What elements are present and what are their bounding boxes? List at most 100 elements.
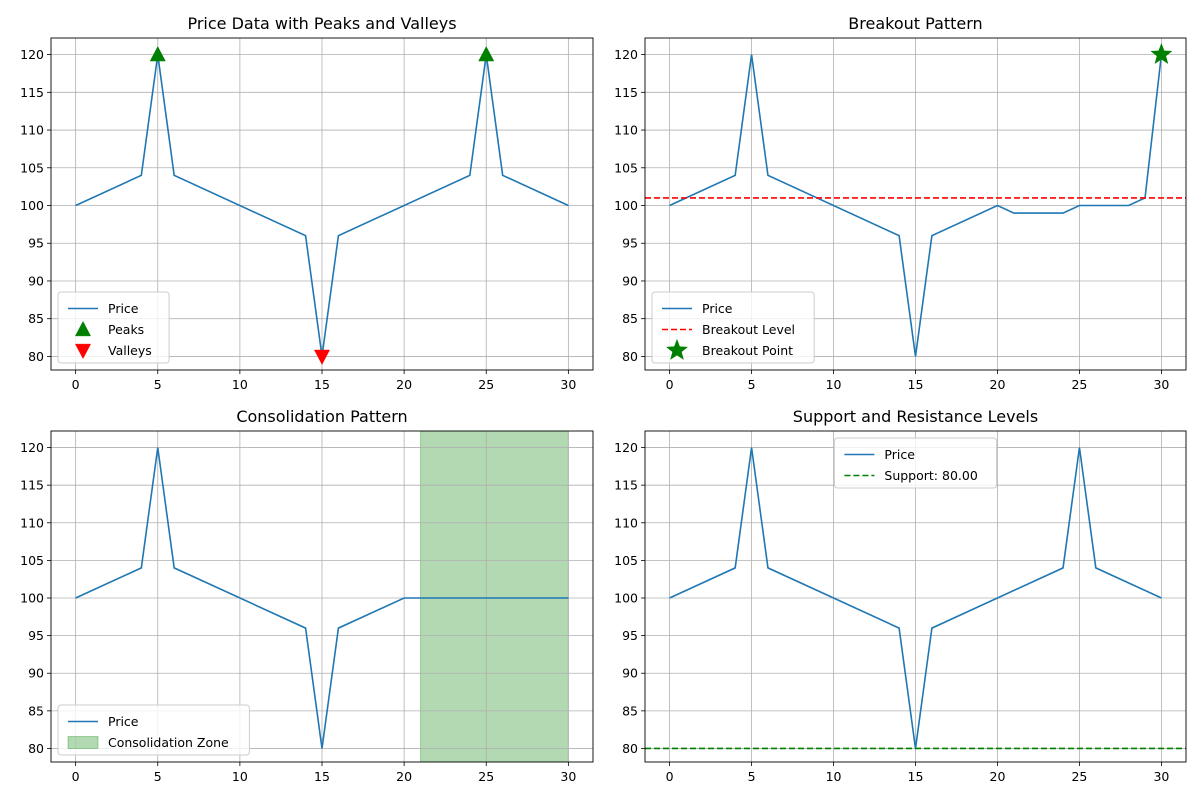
x-tick-label: 5	[154, 769, 162, 784]
y-tick-label: 115	[20, 478, 44, 493]
x-tick-label: 10	[826, 769, 842, 784]
x-tick-label: 30	[1153, 377, 1169, 392]
y-tick-label: 120	[20, 440, 44, 455]
x-tick-label: 20	[990, 769, 1006, 784]
y-tick-label: 90	[622, 273, 638, 288]
legend: Price Support: 80.00	[833, 437, 998, 489]
x-tick-label: 20	[990, 377, 1006, 392]
legend-label: Support: 80.00	[884, 468, 977, 483]
x-tick-label: 5	[748, 769, 756, 784]
x-tick-label: 10	[232, 769, 248, 784]
y-tick-label: 105	[614, 553, 638, 568]
y-tick-label: 100	[614, 198, 638, 213]
x-tick-label: 0	[72, 769, 80, 784]
consolidation-zone-span	[420, 430, 569, 763]
legend: Price Breakout Level Breakout Point	[651, 291, 815, 364]
x-tick-label: 25	[478, 769, 494, 784]
y-tick-label: 95	[28, 628, 44, 643]
legend-marker-handle	[74, 320, 92, 337]
y-tick-label: 105	[20, 160, 44, 175]
legend-label: Consolidation Zone	[108, 735, 229, 750]
x-tick-label: 25	[478, 377, 494, 392]
x-tick-label: 15	[908, 769, 924, 784]
legend-label: Valleys	[108, 343, 152, 358]
y-tick-label: 90	[28, 666, 44, 681]
legend-box	[833, 437, 998, 489]
legend-marker-handle	[665, 338, 689, 360]
legend-label: Price	[884, 447, 915, 462]
x-tick-label: 20	[396, 769, 412, 784]
y-tick-label: 95	[28, 236, 44, 251]
legend-label: Price	[108, 301, 139, 316]
y-tick-label: 100	[20, 591, 44, 606]
y-tick-label: 95	[622, 236, 638, 251]
triangle-up-marker	[478, 46, 495, 62]
chart-title: Price Data with Peaks and Valleys	[187, 14, 456, 33]
y-tick-label: 85	[622, 703, 638, 718]
x-tick-label: 5	[748, 377, 756, 392]
x-tick-label: 0	[666, 769, 674, 784]
y-tick-label: 80	[622, 741, 638, 756]
y-tick-label: 100	[614, 591, 638, 606]
x-tick-label: 0	[666, 377, 674, 392]
y-tick-label: 115	[20, 85, 44, 100]
x-tick-label: 20	[396, 377, 412, 392]
y-tick-label: 105	[20, 553, 44, 568]
y-tick-label: 110	[20, 515, 44, 530]
star-marker	[1150, 42, 1173, 65]
subplot-4: 0 5 10 15 20 25 30 80 85 90 95 100 105 110 115 120 Suppo…	[614, 407, 1187, 784]
x-tick-label: 0	[72, 377, 80, 392]
y-tick-label: 115	[614, 478, 638, 493]
y-tick-label: 100	[20, 198, 44, 213]
y-tick-label: 80	[622, 349, 638, 364]
chart-title: Consolidation Pattern	[236, 407, 407, 426]
x-tick-label: 15	[314, 769, 330, 784]
y-tick-label: 120	[614, 47, 638, 62]
chart-title: Breakout Pattern	[848, 14, 982, 33]
y-tick-label: 110	[20, 123, 44, 138]
x-tick-label: 25	[1071, 377, 1087, 392]
legend-label: Peaks	[108, 322, 144, 337]
price-line	[669, 54, 1163, 357]
legend-marker-handle	[74, 343, 92, 360]
y-tick-label: 80	[28, 741, 44, 756]
y-tick-label: 90	[622, 666, 638, 681]
x-tick-label: 15	[314, 377, 330, 392]
chart-title: Support and Resistance Levels	[793, 407, 1038, 426]
x-tick-label: 25	[1071, 769, 1087, 784]
price-line	[75, 447, 569, 749]
y-tick-label: 110	[614, 515, 638, 530]
y-tick-label: 85	[622, 311, 638, 326]
x-tick-label: 30	[560, 769, 576, 784]
y-tick-label: 80	[28, 349, 44, 364]
x-tick-label: 10	[826, 377, 842, 392]
y-tick-label: 105	[614, 160, 638, 175]
subplot-3: 0 5 10 15 20 25 30 80 85 90 95 100 105 110 115 120 Conso…	[20, 407, 594, 784]
legend: Price Peaks Valleys	[57, 291, 170, 364]
x-tick-label: 15	[908, 377, 924, 392]
y-tick-label: 90	[28, 273, 44, 288]
y-tick-label: 85	[28, 703, 44, 718]
legend-label: Breakout Level	[702, 322, 795, 337]
legend-label: Price	[108, 714, 139, 729]
legend-box	[651, 291, 815, 364]
y-tick-label: 120	[614, 440, 638, 455]
triangle-down-marker	[313, 349, 331, 365]
subplot-2: 0 5 10 15 20 25 30 80 85 90 95 100 105 110 115 120 Break…	[614, 14, 1187, 392]
triangle-up-marker	[149, 46, 166, 62]
legend-box	[57, 704, 250, 756]
legend-patch-handle	[67, 736, 99, 749]
y-tick-label: 115	[614, 85, 638, 100]
x-tick-label: 30	[1153, 769, 1169, 784]
x-tick-label: 10	[232, 377, 248, 392]
y-tick-label: 110	[614, 123, 638, 138]
y-tick-label: 120	[20, 47, 44, 62]
x-tick-label: 5	[154, 377, 162, 392]
legend-label: Price	[702, 301, 733, 316]
legend-label: Breakout Point	[702, 343, 793, 358]
y-tick-label: 85	[28, 311, 44, 326]
y-tick-label: 95	[622, 628, 638, 643]
subplot-1: 0 5 10 15 20 25 30 80 85 90 95 100 105 110 115 120 Price…	[20, 14, 594, 392]
x-tick-label: 30	[560, 377, 576, 392]
